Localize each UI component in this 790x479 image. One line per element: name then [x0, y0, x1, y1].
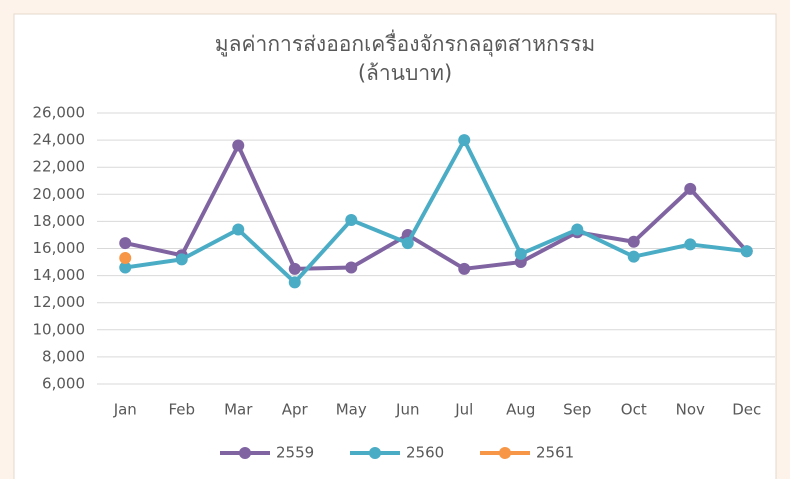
data-point [514, 247, 527, 260]
y-tick-label: 8,000 [42, 347, 85, 365]
x-tick-label: May [336, 401, 367, 419]
data-point [684, 182, 697, 195]
chart-title: มูลค่าการส่งออกเครื่องจักรกลอุตสาหกรรม [215, 29, 595, 57]
x-tick-label: Apr [282, 401, 309, 419]
data-point [288, 262, 301, 275]
y-tick-label: 22,000 [33, 158, 86, 176]
y-tick-label: 14,000 [33, 266, 86, 284]
data-point [740, 245, 753, 258]
data-point [458, 262, 471, 275]
data-point [345, 214, 358, 227]
legend-marker [499, 447, 511, 459]
legend-label: 2560 [406, 444, 444, 462]
data-point [232, 139, 245, 152]
x-tick-label: Jul [454, 401, 473, 419]
x-tick-label: Oct [621, 401, 647, 419]
x-tick-label: Sep [563, 401, 591, 419]
y-tick-label: 12,000 [33, 293, 86, 311]
data-point [627, 235, 640, 248]
x-tick-label: Mar [224, 401, 253, 419]
data-point [119, 237, 132, 250]
data-point [571, 223, 584, 236]
legend-marker [239, 447, 251, 459]
data-point [119, 261, 132, 274]
legend-marker [369, 447, 381, 459]
y-tick-label: 24,000 [33, 131, 86, 149]
y-tick-label: 20,000 [33, 185, 86, 203]
y-tick-label: 10,000 [33, 320, 86, 338]
data-point [401, 237, 414, 250]
data-point [345, 261, 358, 274]
y-tick-label: 16,000 [33, 239, 86, 257]
series-line [124, 138, 747, 285]
x-tick-label: Aug [506, 401, 535, 419]
data-point [232, 223, 245, 236]
x-tick-label: Dec [732, 401, 761, 419]
chart-subtitle: (ล้านบาท) [358, 61, 452, 85]
y-tick-label: 26,000 [33, 104, 86, 122]
data-point [288, 276, 301, 289]
y-tick-label: 18,000 [33, 212, 86, 230]
legend-label: 2561 [536, 444, 574, 462]
series-line [124, 143, 749, 271]
data-point [684, 238, 697, 251]
x-tick-label: Feb [168, 401, 195, 419]
data-point [175, 253, 188, 266]
data-point [119, 251, 132, 264]
x-tick-label: Jun [395, 401, 419, 419]
y-tick-label: 6,000 [42, 375, 85, 393]
legend-label: 2559 [276, 444, 314, 462]
x-tick-label: Nov [676, 401, 705, 419]
data-point [627, 250, 640, 263]
data-point [458, 134, 471, 147]
x-tick-label: Jan [113, 401, 137, 419]
